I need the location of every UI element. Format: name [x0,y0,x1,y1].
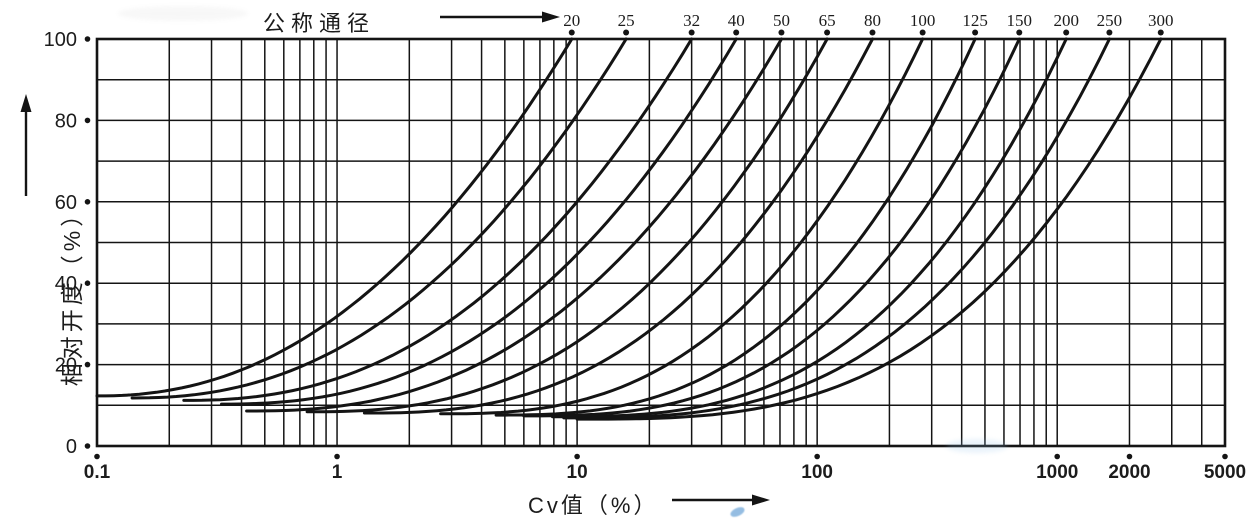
x-tick-dot [334,453,340,460]
y-tick-dot [84,117,91,124]
x-tick-label: 10 [567,462,588,483]
curve-dn-20 [95,37,574,398]
curve-dn-40 [220,37,738,406]
y-tick-label: 80 [55,110,77,132]
arrow-up-icon [20,94,32,112]
x-tick-dot [1054,453,1061,460]
y-tick-dot [84,361,91,368]
series-end-dot [568,29,575,36]
x-tick-label: 100 [801,462,833,483]
y-tick-label: 0 [66,436,77,458]
x-tick-dot [574,453,580,460]
curve-dn-50 [245,37,783,413]
x-tick-label: 1 [332,462,343,483]
curve-dn-32 [182,37,694,402]
series-label: 20 [563,11,580,30]
series-label: 40 [728,11,745,30]
y-tick-label: 20 [55,355,77,377]
x-axis-title: Cv值（%） [528,493,659,518]
y-tick-dot [84,280,91,287]
series-end-dot [1157,29,1164,36]
y-tick-label: 60 [55,192,77,214]
series-end-dot [733,29,740,36]
x-tick-label: 2000 [1108,462,1150,483]
series-end-dot [919,29,926,36]
series-label: 100 [910,11,936,30]
series-label: 50 [773,11,790,30]
y-tick-label: 100 [44,29,77,51]
arrow-right-icon [542,11,560,23]
series-label: 25 [618,11,635,30]
arrow-right-icon [752,494,770,506]
series-axis-title: 公称通径 [263,11,376,36]
curve-dn-25 [130,37,628,400]
series-label: 80 [864,11,881,30]
y-axis-title: 相对开度（%） [59,199,85,387]
series-end-dot [824,29,831,36]
series-end-dot [778,29,785,36]
x-tick-dot [1222,453,1228,460]
y-tick-dot [84,199,91,205]
curve-dn-65 [305,37,829,414]
x-tick-label: 0.1 [84,462,111,483]
series-end-dot [1106,29,1113,36]
series-label: 300 [1148,11,1174,30]
curve-dn-250 [562,37,1111,420]
series-label: 125 [962,11,988,30]
series-end-dot [623,29,630,36]
curve-dn-100 [439,37,925,416]
plot-border [95,37,1227,448]
y-tick-dot [84,443,91,449]
x-tick-label: 5000 [1204,462,1246,483]
series-end-dot [688,29,695,36]
curve-dn-125 [494,37,977,417]
x-tick-label: 1000 [1036,462,1078,483]
y-tick-label: 40 [55,273,77,295]
series-label: 200 [1053,11,1079,30]
series-end-dot [1016,29,1023,36]
series-label: 65 [819,11,836,30]
curve-dn-300 [575,37,1163,421]
curve-dn-150 [522,37,1021,418]
series-end-dot [1063,29,1070,36]
curve-dn-200 [551,37,1068,419]
series-label: 150 [1007,11,1033,30]
series-end-dot [972,29,979,36]
series-end-dot [869,29,876,36]
series-label: 32 [683,11,700,30]
x-tick-dot [814,453,820,460]
curve-dn-80 [362,37,874,415]
series-label: 250 [1097,11,1123,30]
scan-artifact [946,439,1008,453]
x-tick-dot [94,453,100,460]
scan-artifact [118,6,248,21]
y-tick-dot [84,36,91,42]
x-tick-dot [1126,453,1133,460]
